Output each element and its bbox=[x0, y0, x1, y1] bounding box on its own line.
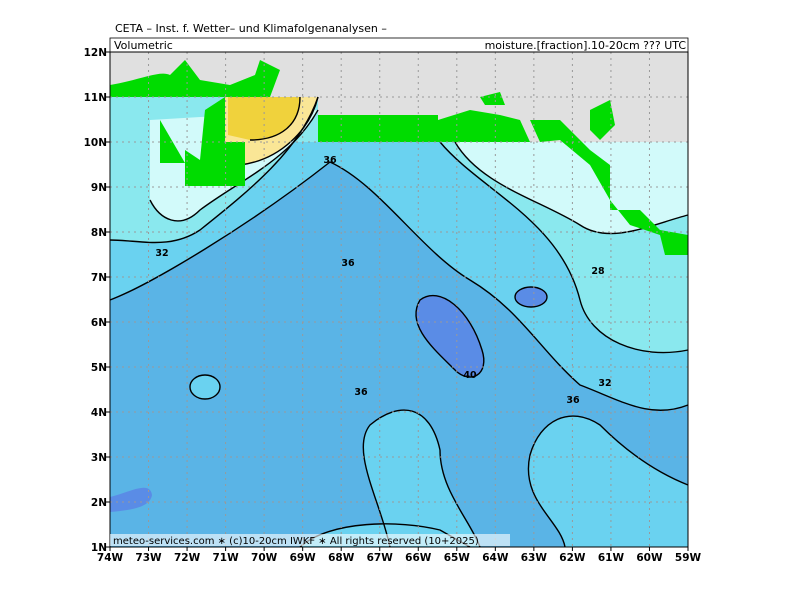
contour-line bbox=[109, 161, 689, 411]
x-tick-label: 70W bbox=[251, 552, 278, 564]
x-tick-label: 74W bbox=[97, 552, 124, 564]
band-36-40 bbox=[110, 162, 688, 547]
x-tick-label: 61W bbox=[598, 552, 625, 564]
y-tick-label: 6N bbox=[91, 317, 107, 329]
x-tick-label: 69W bbox=[290, 552, 317, 564]
contour-label: 36 bbox=[354, 387, 368, 398]
contour-line bbox=[239, 96, 319, 166]
contour-line bbox=[362, 409, 481, 548]
contour-line bbox=[149, 109, 319, 222]
x-tick-label: 59W bbox=[675, 552, 702, 564]
map-area bbox=[109, 52, 689, 548]
contour-line bbox=[439, 141, 689, 354]
band-32-36 bbox=[190, 375, 220, 399]
contour-line bbox=[527, 415, 689, 548]
y-tick-label: 9N bbox=[91, 182, 107, 194]
y-tick-label: 4N bbox=[91, 407, 107, 419]
y-tick-label: 10N bbox=[84, 137, 107, 149]
map-frame bbox=[109, 51, 689, 548]
contour-label: 36 bbox=[566, 395, 580, 406]
contour-line bbox=[109, 96, 319, 244]
x-tick-label: 64W bbox=[482, 552, 509, 564]
x-tick-label: 65W bbox=[444, 552, 471, 564]
contour-line bbox=[514, 286, 548, 308]
map-title: CETA – Inst. f. Wetter– und Klimafolgena… bbox=[115, 22, 387, 35]
x-tick-label: 66W bbox=[405, 552, 432, 564]
x-tick-label: 73W bbox=[135, 552, 162, 564]
y-tick-label: 7N bbox=[91, 272, 107, 284]
y-tick-label: 2N bbox=[91, 497, 107, 509]
grid bbox=[110, 52, 688, 547]
contour-line bbox=[189, 374, 221, 400]
band-40-plus bbox=[515, 287, 547, 307]
contour-label: 36 bbox=[323, 155, 337, 166]
x-tick-label: 62W bbox=[559, 552, 586, 564]
contour-line bbox=[249, 96, 301, 141]
axis-labels: 74W 73W 72W 71W 70W 69W 68W 67W 66W 65W 64W 63W 62W 6… bbox=[84, 47, 702, 564]
x-tick-label: 71W bbox=[212, 552, 239, 564]
contour-label: 28 bbox=[591, 266, 605, 277]
header-left: Volumetric bbox=[114, 39, 173, 52]
header-right: moisture.[fraction].10-20cm ??? UTC bbox=[485, 39, 687, 52]
x-tick-label: 60W bbox=[636, 552, 663, 564]
x-tick-label: 63W bbox=[521, 552, 548, 564]
footer-box bbox=[110, 534, 510, 546]
y-tick-label: 11N bbox=[84, 92, 107, 104]
band-40-plus bbox=[415, 295, 484, 378]
x-tick-label: 67W bbox=[367, 552, 394, 564]
contour-line bbox=[415, 294, 485, 378]
contour-label: 40 bbox=[463, 370, 477, 381]
x-tick-label: 68W bbox=[328, 552, 355, 564]
footer: meteo-services.com ∗ (c)10-20cm IWKF ∗ A… bbox=[113, 536, 479, 547]
y-tick-label: 5N bbox=[91, 362, 107, 374]
y-tick-label: 8N bbox=[91, 227, 107, 239]
contour-label: 32 bbox=[155, 248, 168, 259]
contour-label: 36 bbox=[341, 258, 355, 269]
contour-label: 32 bbox=[598, 378, 611, 389]
x-tick-label: 72W bbox=[174, 552, 201, 564]
band-40-plus bbox=[110, 487, 152, 512]
y-tick-label: 12N bbox=[84, 47, 107, 59]
y-tick-label: 3N bbox=[91, 452, 107, 464]
y-tick-label: 1N bbox=[91, 542, 107, 554]
